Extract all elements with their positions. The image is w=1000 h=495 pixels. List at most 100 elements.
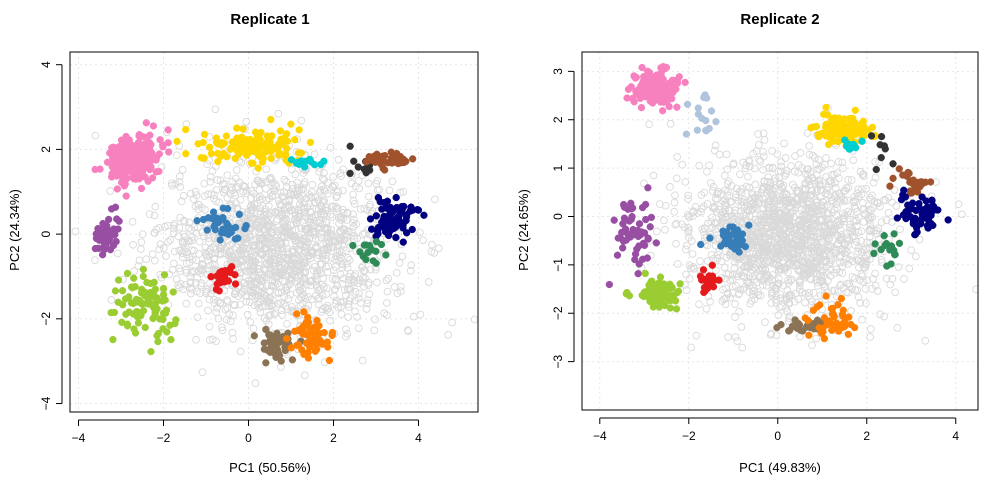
x-tick-label: −4 (593, 429, 607, 443)
cluster-point (623, 230, 632, 238)
background-point (297, 116, 306, 125)
background-point (299, 278, 308, 286)
background-point (778, 215, 786, 223)
cluster-point (640, 241, 649, 250)
cluster-point (143, 278, 151, 287)
background-point (169, 224, 178, 233)
background-point (304, 224, 313, 232)
cluster-point (287, 120, 295, 128)
background-point (288, 262, 297, 271)
background-point (751, 215, 760, 224)
background-point (809, 204, 818, 212)
background-point (739, 198, 748, 207)
cluster-point (817, 329, 826, 337)
background-point (301, 294, 309, 303)
background-point (286, 231, 295, 240)
cluster-point (313, 345, 321, 353)
background-point (692, 331, 701, 340)
background-point (841, 186, 850, 195)
background-point (671, 191, 679, 200)
cluster-point (809, 306, 818, 314)
background-point (805, 191, 814, 200)
cluster-point (844, 140, 852, 148)
background-point (851, 274, 859, 283)
background-point (837, 230, 846, 239)
background-point (682, 286, 691, 294)
background-point (866, 255, 874, 264)
background-point (832, 265, 840, 274)
cluster-point (722, 228, 731, 236)
background-point (815, 156, 823, 164)
background-point (172, 151, 181, 160)
background-point (783, 286, 792, 295)
cluster-point (211, 225, 219, 234)
background-point (296, 200, 304, 209)
background-point (808, 174, 817, 182)
background-point (809, 220, 818, 229)
background-point (178, 165, 187, 174)
background-point (176, 183, 185, 191)
cluster-point (640, 229, 649, 237)
background-point (771, 220, 780, 228)
background-point (645, 120, 653, 129)
background-point (188, 255, 197, 264)
background-point (323, 301, 332, 310)
background-point (295, 233, 304, 242)
cluster-point (388, 219, 396, 227)
background-point (371, 315, 379, 324)
cluster-point (639, 76, 648, 85)
background-point (290, 205, 299, 214)
background-point (255, 268, 264, 276)
cluster-point (317, 160, 325, 169)
background-point (800, 210, 809, 219)
background-point (364, 179, 373, 188)
background-point (745, 162, 754, 171)
cluster-point (844, 330, 853, 339)
background-point (900, 275, 908, 283)
background-point (817, 186, 826, 194)
cluster-point (159, 284, 168, 293)
background-point (349, 218, 357, 227)
background-point (783, 307, 792, 316)
background-point (307, 277, 316, 285)
background-point (708, 213, 716, 222)
background-point (697, 204, 706, 213)
cluster-point (356, 248, 364, 256)
background-point (703, 200, 712, 208)
background-point (358, 356, 367, 365)
background-point (781, 296, 790, 304)
background-point (353, 313, 361, 321)
background-point (238, 243, 247, 252)
background-point (288, 180, 297, 189)
cluster-point (637, 103, 646, 112)
background-point (812, 276, 820, 285)
background-point (336, 270, 345, 279)
background-point (212, 308, 221, 317)
cluster-point (627, 199, 635, 207)
background-point (820, 202, 829, 211)
background-point (205, 295, 214, 304)
cluster-point (887, 242, 896, 250)
background-point (751, 264, 759, 272)
background-point (300, 199, 309, 207)
cluster-point (122, 132, 130, 141)
background-point (194, 223, 202, 232)
background-point (777, 167, 785, 176)
background-point (195, 237, 204, 246)
x-tick-label: 2 (863, 429, 870, 443)
background-point (759, 165, 767, 174)
background-point (318, 249, 327, 258)
background-point (221, 305, 230, 314)
cluster-point (98, 234, 106, 243)
background-point (784, 259, 793, 268)
background-point (746, 196, 755, 205)
cluster-point (681, 78, 689, 87)
background-point (319, 196, 327, 204)
background-point (786, 245, 794, 253)
background-point (871, 173, 880, 182)
background-point (707, 218, 716, 226)
cluster-point (856, 123, 864, 131)
background-point (190, 267, 199, 276)
cluster-point (676, 280, 684, 288)
background-point (295, 286, 304, 295)
